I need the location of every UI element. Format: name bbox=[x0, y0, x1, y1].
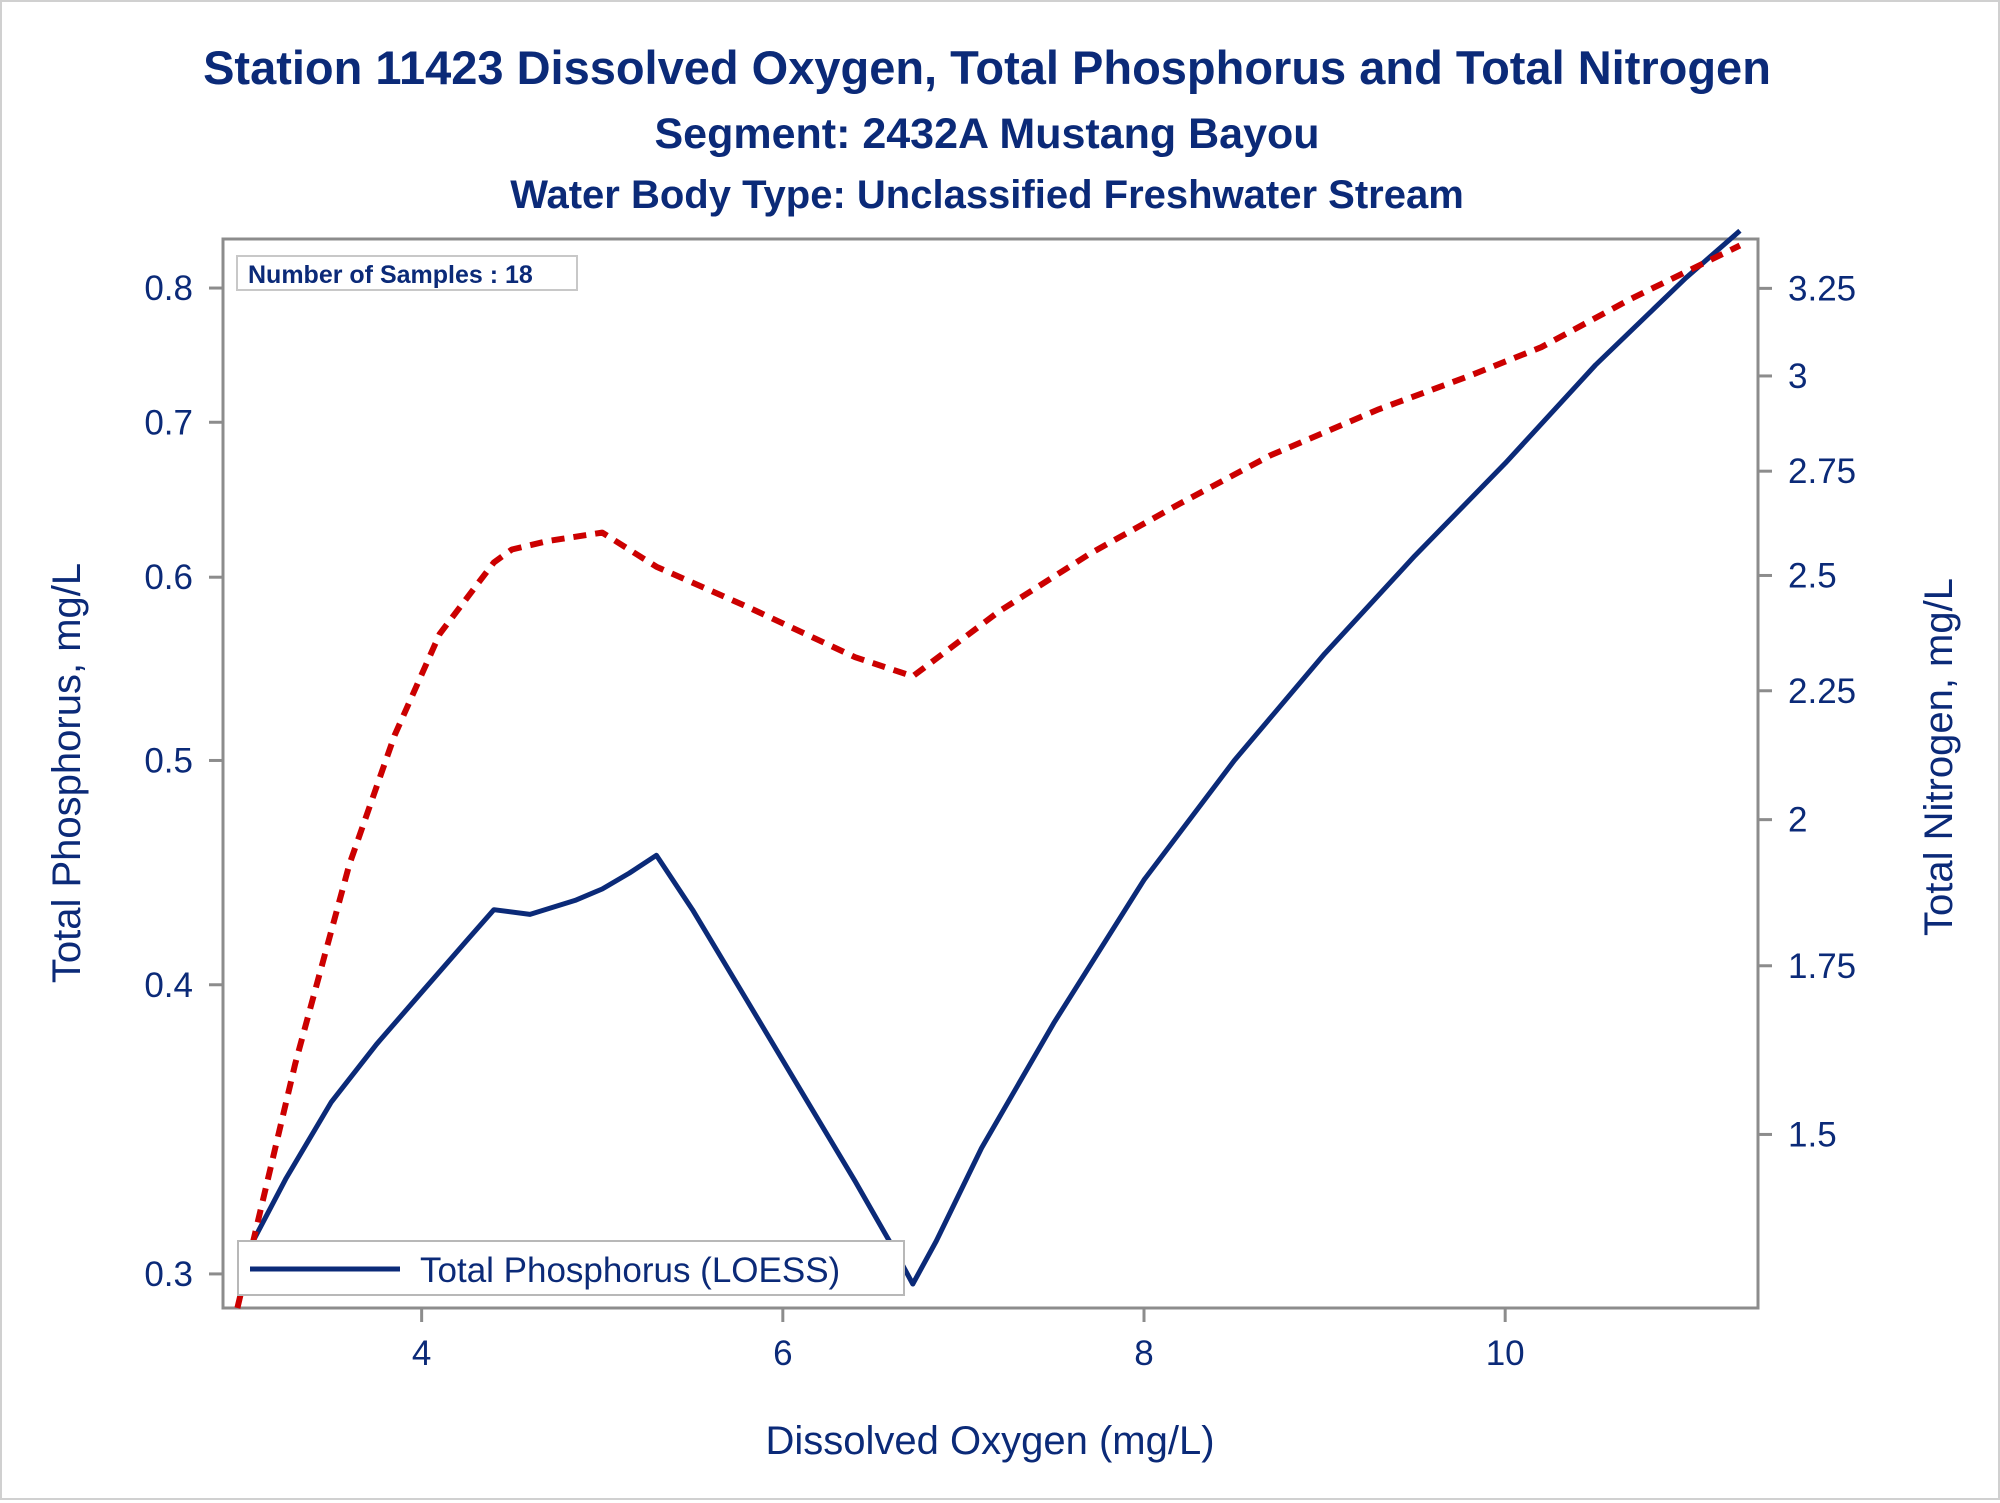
series-line-total-phosphorus-loess bbox=[238, 228, 1742, 1287]
x-axis-label: Dissolved Oxygen (mg/L) bbox=[765, 1419, 1214, 1463]
y-axis-left: 0.3 0.4 0.5 0.6 0.7 0.8 bbox=[144, 269, 223, 1294]
y-left-tick-label: 0.6 bbox=[144, 558, 193, 597]
y-axis-left-label: Total Phosphorus, mg/L bbox=[45, 563, 89, 983]
x-tick-label: 6 bbox=[773, 1334, 792, 1373]
y-right-tick-label: 2.5 bbox=[1788, 556, 1837, 595]
legend: Total Phosphorus (LOESS) bbox=[237, 1240, 905, 1296]
chart-subtitle: Segment: 2432A Mustang Bayou bbox=[654, 110, 1319, 158]
x-axis: 4 6 8 10 bbox=[412, 1308, 1525, 1373]
y-right-tick-label: 3 bbox=[1788, 357, 1807, 396]
y-left-tick-label: 0.4 bbox=[144, 966, 193, 1005]
y-right-tick-label: 2.25 bbox=[1788, 672, 1856, 711]
y-axis-right-label: Total Nitrogen, mg/L bbox=[1917, 578, 1961, 936]
series-line-total-nitrogen bbox=[234, 242, 1742, 1309]
y-left-tick-label: 0.3 bbox=[144, 1255, 193, 1294]
y-right-tick-label: 2 bbox=[1788, 801, 1807, 840]
x-tick-label: 8 bbox=[1134, 1334, 1153, 1373]
y-left-tick-label: 0.8 bbox=[144, 269, 193, 308]
y-axis-right: 1.5 1.75 2 2.25 2.5 2.75 3 3.25 bbox=[1758, 269, 1856, 1154]
plot-area bbox=[221, 237, 1760, 1310]
chart-title: Station 11423 Dissolved Oxygen, Total Ph… bbox=[203, 41, 1771, 94]
sample-count-box bbox=[236, 255, 578, 291]
sample-count-label: Number of Samples : 18 bbox=[248, 261, 533, 289]
y-left-tick-label: 0.5 bbox=[144, 741, 193, 780]
x-tick-label: 10 bbox=[1486, 1334, 1525, 1373]
legend-entry-total-phosphorus: Total Phosphorus (LOESS) bbox=[420, 1251, 840, 1290]
y-left-tick-label: 0.7 bbox=[144, 403, 193, 442]
series-layer bbox=[234, 228, 1742, 1309]
y-right-tick-label: 3.25 bbox=[1788, 269, 1856, 308]
y-right-tick-label: 2.75 bbox=[1788, 452, 1856, 491]
y-right-tick-label: 1.75 bbox=[1788, 947, 1856, 986]
x-tick-label: 4 bbox=[412, 1334, 431, 1373]
y-right-tick-label: 1.5 bbox=[1788, 1115, 1837, 1154]
chart-subtitle-2: Water Body Type: Unclassified Freshwater… bbox=[510, 173, 1464, 217]
